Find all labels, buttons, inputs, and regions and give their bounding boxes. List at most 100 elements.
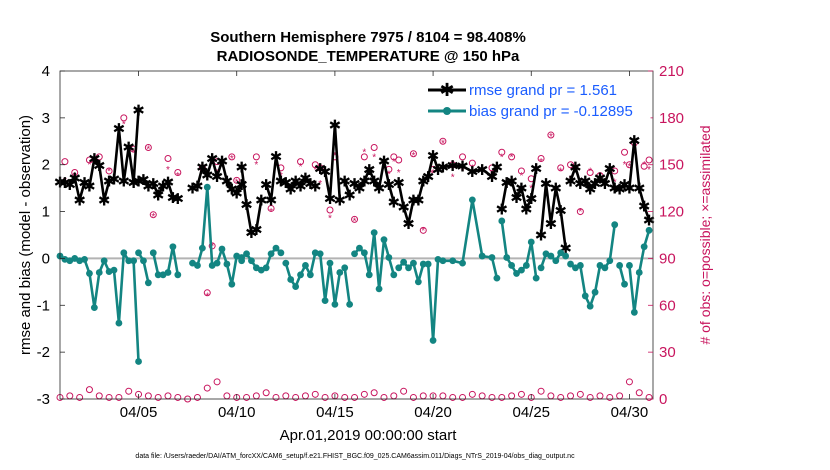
- bias-point: [365, 271, 373, 279]
- obs-possible-point: [409, 150, 417, 158]
- obs-possible-point: [243, 393, 251, 401]
- bias-point: [341, 264, 349, 272]
- obs-possible-point: [71, 169, 79, 177]
- obs-possible-point: [645, 393, 653, 401]
- obs-possible-point: [120, 114, 128, 122]
- rmse-point: ✱: [260, 177, 273, 194]
- rmse-point: ✱: [201, 168, 214, 185]
- obs-assimilated-point: *: [411, 151, 415, 162]
- rmse-point: ✱: [373, 181, 386, 198]
- bias-point: [331, 300, 339, 308]
- rmse-point: ✱: [496, 202, 509, 219]
- obs-possible-point: [576, 390, 584, 398]
- obs-assimilated-point: *: [235, 177, 239, 188]
- obs-possible-point: [390, 392, 398, 400]
- obs-possible-point: [645, 156, 653, 164]
- bias-point: [198, 244, 206, 252]
- rmse-point: ✱: [118, 174, 131, 191]
- obs-possible-point: [449, 393, 457, 401]
- bias-point: [395, 264, 403, 272]
- rmse-point: ✱: [211, 169, 224, 186]
- obs-possible-point: [498, 393, 506, 401]
- obs-possible-point: [508, 153, 516, 161]
- obs-possible-point: [488, 393, 496, 401]
- bias-point: [164, 269, 172, 276]
- obs-possible-point: [115, 393, 123, 401]
- rmse-point: ✱: [167, 190, 180, 207]
- rmse-point: ✱: [456, 159, 469, 176]
- bias-point: [81, 255, 88, 263]
- obs-assimilated-point: *: [205, 291, 209, 302]
- rmse-point: ✱: [530, 161, 543, 178]
- bias-point: [601, 264, 609, 272]
- rmse-point: ✱: [500, 175, 513, 192]
- bias-point: [562, 252, 570, 260]
- bias-point: [581, 292, 589, 300]
- legend-rmse-label: rmse grand pr = 1.561: [469, 82, 617, 99]
- rmse-point: ✱: [132, 102, 145, 119]
- obs-possible-point: [164, 154, 172, 162]
- obs-possible-point: [267, 204, 275, 212]
- obs-assimilated-point: *: [387, 170, 391, 181]
- rmse-point: ✱: [314, 161, 327, 178]
- rmse-point: ✱: [545, 216, 558, 233]
- bias-point: [262, 264, 270, 272]
- obs-possible-point: [76, 393, 84, 401]
- rmse-point: ✱: [304, 176, 317, 193]
- rmse-line: [264, 155, 283, 202]
- rmse-point: ✱: [407, 192, 420, 209]
- rmse-point: ✱: [280, 175, 293, 192]
- obs-assimilated-point: *: [441, 138, 445, 149]
- obs-possible-point: [61, 158, 69, 166]
- rmse-line: [152, 182, 165, 197]
- bias-point: [297, 271, 304, 279]
- obs-possible-point: [95, 392, 103, 400]
- obs-possible-point: [326, 206, 334, 214]
- bias-point: [380, 236, 388, 244]
- obs-possible-point: [419, 392, 427, 400]
- rmse-line: [343, 180, 351, 196]
- rmse-point: ✱: [422, 169, 435, 186]
- obs-possible-point: [616, 392, 624, 400]
- obs-assimilated-point: *: [613, 177, 617, 188]
- bias-point: [282, 259, 290, 267]
- bias-point: [400, 258, 408, 266]
- rmse-point: ✱: [108, 171, 121, 188]
- bias-point: [110, 266, 118, 274]
- bias-point: [606, 257, 614, 265]
- obs-possible-point: [370, 144, 378, 152]
- obs-possible-point: [517, 390, 525, 398]
- obs-assimilated-point: *: [328, 213, 332, 224]
- bias-point: [459, 259, 466, 267]
- bias-point: [468, 196, 476, 204]
- obs-assimilated-point: *: [392, 157, 396, 168]
- bias-point: [287, 276, 295, 283]
- bias-point: [532, 274, 540, 282]
- obs-possible-point: [85, 386, 93, 394]
- obs-possible-point: [596, 392, 604, 400]
- bias-point: [635, 269, 643, 276]
- obs-assimilated-point: *: [372, 152, 376, 163]
- rmse-line: [284, 176, 316, 191]
- obs-assimilated-point: *: [642, 160, 646, 171]
- rmse-point: ✱: [378, 153, 391, 170]
- obs-assimilated-point: *: [230, 154, 234, 165]
- obs-possible-point: [193, 393, 201, 401]
- rmse-point: ✱: [83, 178, 96, 195]
- bias-point: [611, 221, 619, 229]
- rmse-point: ✱: [152, 188, 165, 205]
- rmse-line: [353, 159, 396, 203]
- obs-possible-point: [635, 389, 643, 397]
- rmse-point: ✱: [88, 151, 101, 168]
- rmse-line: [500, 168, 538, 211]
- legend-bias-label: bias grand pr = -0.12895: [469, 103, 633, 120]
- rmse-point: ✱: [427, 148, 440, 165]
- obs-possible-point: [233, 176, 241, 184]
- bias-point: [223, 260, 231, 268]
- rmse-point: ✱: [564, 174, 577, 191]
- obs-possible-point: [95, 153, 103, 161]
- obs-possible-point: [105, 167, 113, 175]
- y-tick-label: 2: [42, 157, 50, 174]
- obs-assimilated-point: *: [421, 226, 425, 237]
- rmse-point: ✱: [388, 195, 401, 212]
